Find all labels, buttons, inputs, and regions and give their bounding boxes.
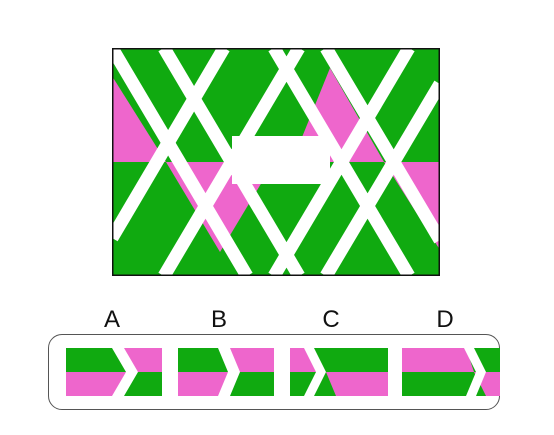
missing-piece-slot <box>232 136 330 184</box>
option-a-label: A <box>103 306 120 333</box>
option-b-label: B <box>210 306 227 333</box>
option-d[interactable] <box>402 348 500 396</box>
option-b[interactable] <box>178 348 274 396</box>
option-d-label: D <box>436 306 454 333</box>
option-c[interactable] <box>290 348 388 396</box>
option-c-label: C <box>322 306 340 333</box>
option-a[interactable] <box>66 348 162 396</box>
puzzle-figure <box>112 48 440 276</box>
white-bands <box>112 48 440 276</box>
pink-region-left <box>112 76 166 162</box>
